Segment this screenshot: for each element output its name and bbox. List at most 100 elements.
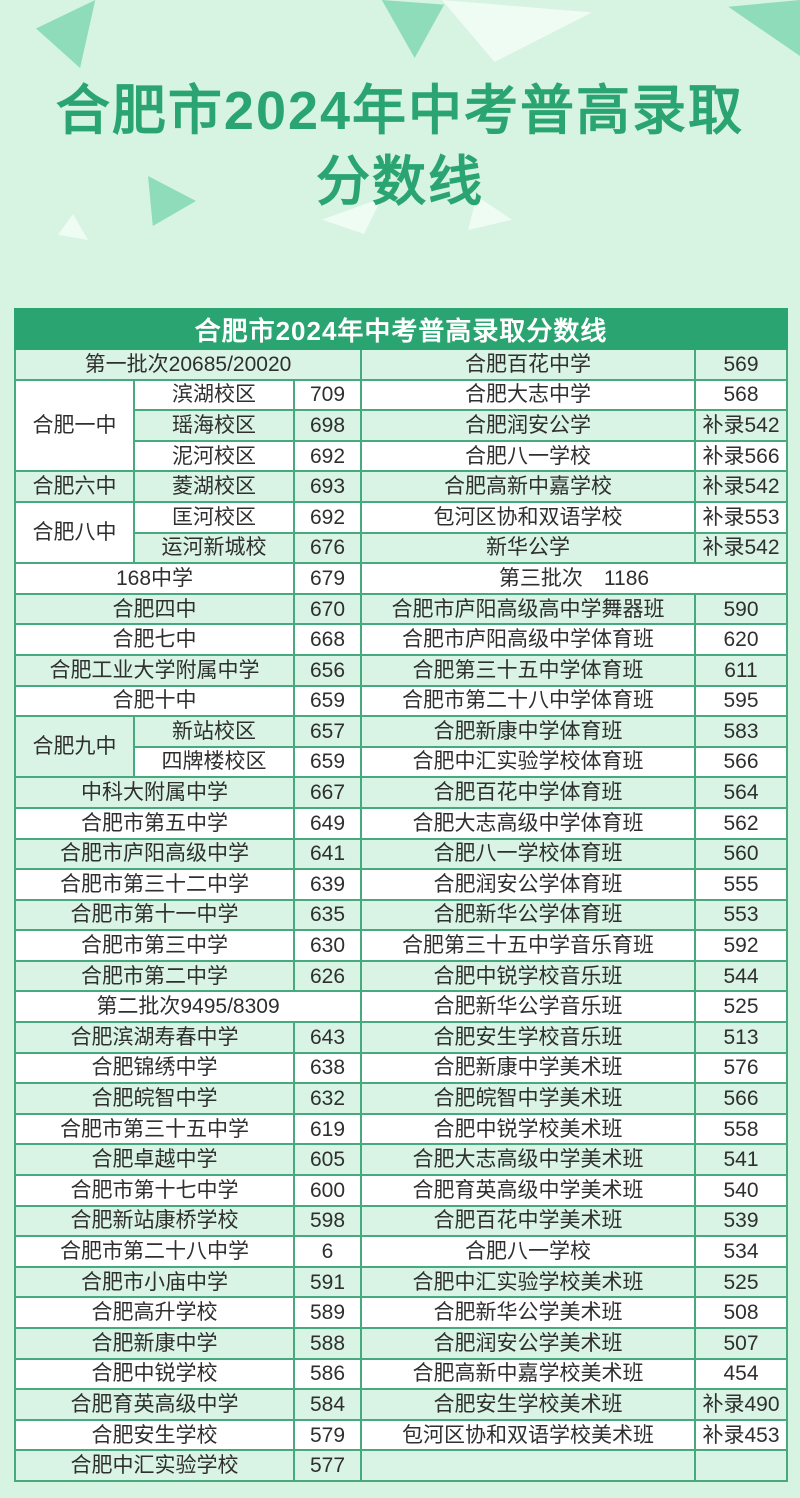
school-group-cell: 合肥八中 (14, 500, 135, 565)
table-row: 合肥安生学校 579 包河区协和双语学校美术班 补录453 (14, 1418, 788, 1452)
school-name-cell: 合肥润安公学美术班 (360, 1327, 696, 1360)
school-name-cell: 合肥安生学校 (14, 1418, 295, 1452)
score-cell: 656 (293, 653, 362, 687)
table-row: 合肥市第三中学 630 合肥第三十五中学音乐育班 592 (14, 929, 788, 962)
table-row: 合肥八中 匡河校区 692 包河区协和双语学校 补录553 (14, 500, 788, 565)
table-row: 合肥市第二十八中学 6 合肥八一学校 534 (14, 1235, 788, 1268)
school-group-cell: 合肥九中 (14, 715, 135, 779)
school-name-cell: 合肥新康中学 (14, 1327, 295, 1360)
score-cell: 679 (293, 562, 362, 595)
score-cell: 586 (293, 1357, 362, 1391)
score-cell: 566 (694, 1082, 788, 1115)
score-cell: 569 (694, 348, 788, 381)
score-cell: 562 (694, 806, 788, 840)
table-row: 合肥滨湖寿春中学 643 合肥安生学校音乐班 513 (14, 1021, 788, 1054)
school-name-cell: 合肥四中 (14, 592, 295, 626)
score-cell: 709 (293, 378, 362, 412)
table-row: 中科大附属中学 667 合肥百花中学体育班 564 (14, 776, 788, 809)
score-cell: 667 (293, 776, 362, 809)
campus-cell: 四牌楼校区 (133, 745, 295, 779)
score-cell: 558 (694, 1112, 788, 1146)
batch-cell: 第二批次9495/8309 (14, 990, 362, 1024)
school-name-cell: 合肥中汇实验学校 (14, 1449, 295, 1482)
school-name-cell: 合肥卓越中学 (14, 1143, 295, 1177)
table-row: 合肥卓越中学 605 合肥大志高级中学美术班 541 (14, 1143, 788, 1177)
score-cell: 579 (293, 1418, 362, 1452)
school-name-cell: 合肥百花中学体育班 (360, 776, 696, 809)
score-cell: 补录542 (694, 409, 788, 442)
score-cell: 513 (694, 1021, 788, 1054)
campus-cell: 菱湖校区 (133, 470, 295, 503)
score-cell: 641 (293, 837, 362, 871)
school-name-cell: 合肥滨湖寿春中学 (14, 1021, 295, 1054)
campus-cell: 匡河校区 (133, 500, 295, 534)
campus-cell: 运河新城校 (133, 531, 295, 565)
school-name-cell: 合肥高新中嘉学校 (360, 470, 696, 503)
table-row: 合肥市第二中学 626 合肥中锐学校音乐班 544 (14, 959, 788, 993)
table-row: 合肥市第三十二中学 639 合肥润安公学体育班 555 (14, 868, 788, 901)
score-cell: 6 (293, 1235, 362, 1268)
school-name-cell: 合肥皖智中学 (14, 1082, 295, 1115)
table-row: 第二批次9495/8309 合肥新华公学音乐班 525 (14, 990, 788, 1024)
school-name-cell: 合肥第三十五中学音乐育班 (360, 929, 696, 962)
scores-table: 合肥市2024年中考普高录取分数线 第一批次20685/20020 合肥百花中学 5… (14, 308, 788, 1482)
school-name-cell: 合肥七中 (14, 623, 295, 656)
score-cell: 507 (694, 1327, 788, 1360)
table-row: 合肥新康中学 588 合肥润安公学美术班 507 (14, 1327, 788, 1360)
score-cell: 576 (694, 1051, 788, 1085)
school-name-cell: 合肥安生学校美术班 (360, 1388, 696, 1421)
score-cell: 598 (293, 1204, 362, 1238)
table-row: 合肥皖智中学 632 合肥皖智中学美术班 566 (14, 1082, 788, 1115)
table-row: 合肥一中 滨湖校区 709 合肥大志中学 568 (14, 378, 788, 473)
score-cell: 584 (293, 1388, 362, 1421)
table-row: 合肥市第十一中学 635 合肥新华公学体育班 553 (14, 898, 788, 932)
school-name-cell: 合肥市第三十五中学 (14, 1112, 295, 1146)
score-cell: 541 (694, 1143, 788, 1177)
score-cell: 600 (293, 1174, 362, 1207)
score-cell: 611 (694, 653, 788, 687)
school-name-cell: 合肥八一学校 (360, 1235, 696, 1268)
school-name-cell: 合肥市第十一中学 (14, 898, 295, 932)
school-name-cell: 合肥市庐阳高级高中学舞器班 (360, 592, 696, 626)
score-cell: 676 (293, 531, 362, 565)
table-row: 四牌楼校区 659 合肥中汇实验学校体育班 566 (15, 745, 788, 779)
score-cell: 619 (293, 1112, 362, 1146)
school-name-cell: 合肥十中 (14, 684, 295, 718)
school-name-cell: 合肥市庐阳高级中学体育班 (360, 623, 696, 656)
school-name-cell: 合肥市庐阳高级中学 (14, 837, 295, 871)
table-row: 合肥新站康桥学校 598 合肥百花中学美术班 539 (14, 1204, 788, 1238)
score-cell: 补录553 (694, 500, 788, 534)
score-cell: 639 (293, 868, 362, 901)
score-cell: 583 (694, 715, 788, 748)
score-cell: 补录566 (694, 439, 788, 473)
school-name-cell: 合肥新站康桥学校 (14, 1204, 295, 1238)
table-row: 瑶海校区 698 合肥润安公学 补录542 (15, 409, 788, 442)
school-name-cell: 合肥中锐学校美术班 (360, 1112, 696, 1146)
score-cell: 620 (694, 623, 788, 656)
school-name-cell: 合肥大志高级中学体育班 (360, 806, 696, 840)
table-row: 第一批次20685/20020 合肥百花中学 569 (14, 348, 788, 381)
score-cell: 590 (694, 592, 788, 626)
score-cell: 630 (293, 929, 362, 962)
decor-triangle-top-center (381, 0, 445, 58)
school-name-cell: 合肥高新中嘉学校美术班 (360, 1357, 696, 1391)
school-name-cell: 合肥市第三中学 (14, 929, 295, 962)
table-row: 合肥育英高级中学 584 合肥安生学校美术班 补录490 (14, 1388, 788, 1421)
school-name-cell: 合肥市第三十二中学 (14, 868, 295, 901)
table-row: 合肥高升学校 589 合肥新华公学美术班 508 (14, 1296, 788, 1329)
score-cell: 564 (694, 776, 788, 809)
school-name-cell: 中科大附属中学 (14, 776, 295, 809)
campus-cell: 泥河校区 (133, 439, 295, 473)
score-cell: 626 (293, 959, 362, 993)
score-cell: 638 (293, 1051, 362, 1085)
school-name-cell: 合肥新康中学体育班 (360, 715, 696, 748)
school-name-cell: 合肥市第二中学 (14, 959, 295, 993)
school-name-cell: 合肥新康中学美术班 (360, 1051, 696, 1085)
score-cell: 589 (293, 1296, 362, 1329)
campus-cell: 瑶海校区 (133, 409, 295, 442)
school-group-cell: 合肥一中 (14, 378, 135, 473)
school-name-cell: 合肥高升学校 (14, 1296, 295, 1329)
table-row: 运河新城校 676 新华公学 补录542 (15, 531, 788, 565)
score-cell (694, 1449, 788, 1482)
table-row: 合肥锦绣中学 638 合肥新康中学美术班 576 (14, 1051, 788, 1085)
